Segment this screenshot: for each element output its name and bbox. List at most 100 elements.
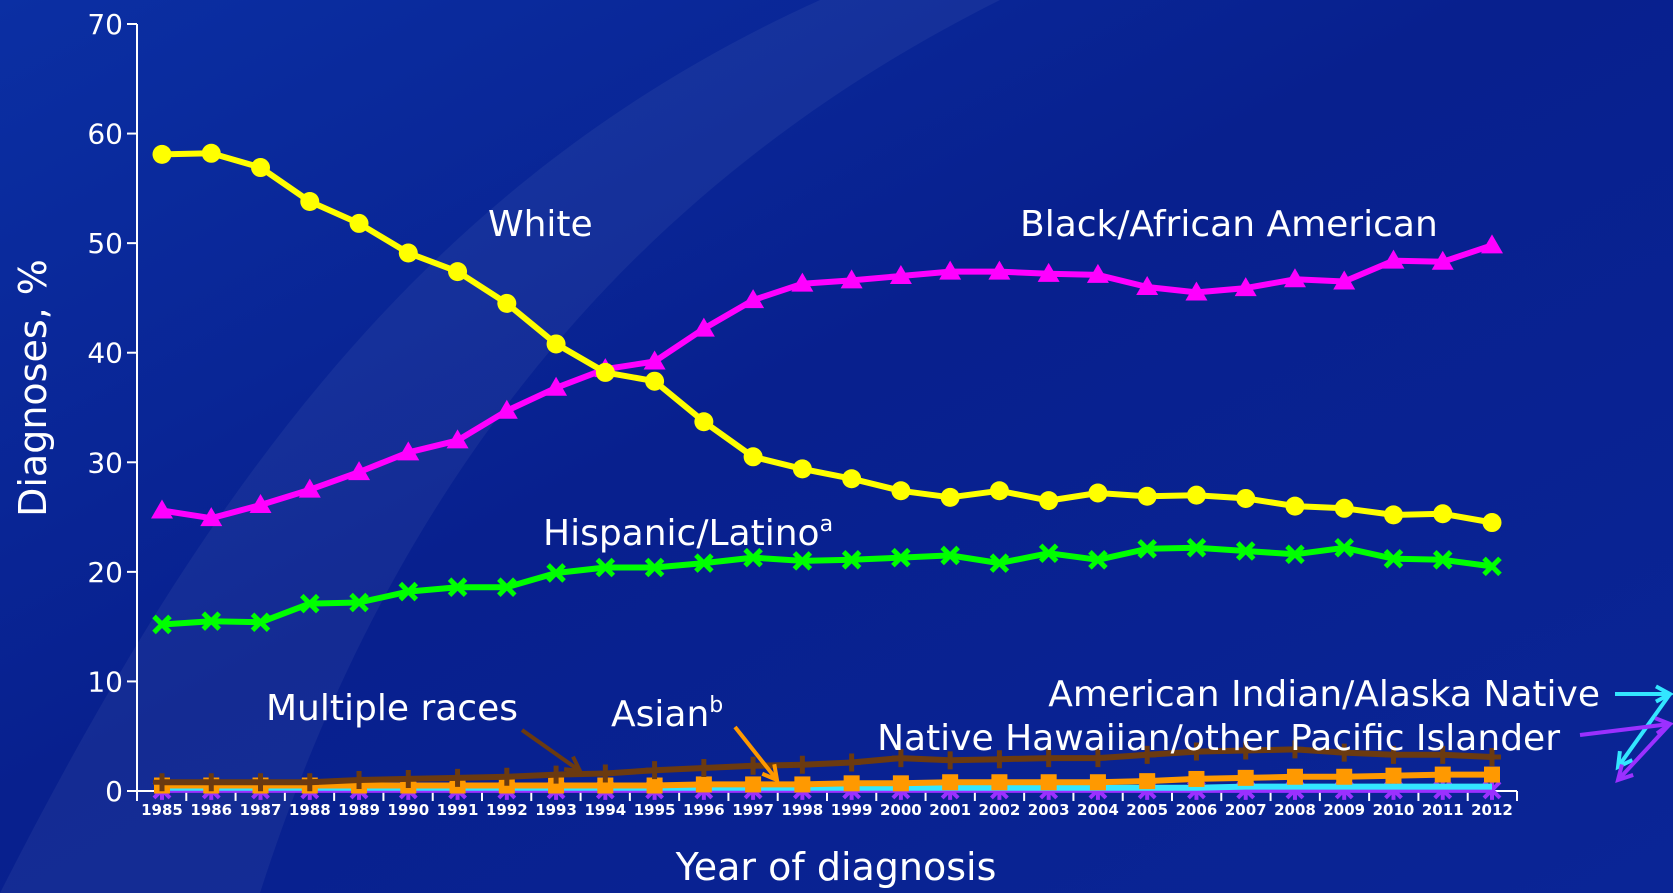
data-point-hispanic-latino: Hispanic/Latino 2001: 21.5 — [940, 545, 960, 566]
data-point-asian: Asian 1996: 0.6 — [695, 776, 712, 793]
x-tick-label: 1997 — [732, 801, 774, 819]
x-tick-label: 2008 — [1274, 801, 1316, 819]
asian-arrow — [733, 725, 780, 784]
data-point-black-african-american: Black/African American 1988: 27.5 — [298, 478, 321, 498]
data-point-hispanic-latino: Hispanic/Latino 1995: 20.4 — [644, 557, 665, 578]
data-point-black-african-american: Black/African American 1990: 30.9 — [397, 441, 420, 461]
aian-arrow-head — [1615, 750, 1634, 771]
x-tick-label: 2003 — [1028, 801, 1070, 819]
data-point-multiple-races: Multiple races 1994: 1.6 — [596, 764, 615, 783]
nhopi-arrow — [1615, 722, 1672, 784]
data-point-multiple-races: Multiple races 1998: 2.4 — [793, 755, 812, 774]
data-point-multiple-races: Multiple races 1995: 1.9 — [645, 761, 664, 780]
data-point-multiple-races: Multiple races 2012: 3.1 — [1483, 748, 1501, 767]
data-point-hispanic-latino: Hispanic/Latino 2009: 22.2 — [1334, 537, 1354, 558]
data-point-hispanic-latino: Hispanic/Latino 1989: 17.2 — [349, 592, 369, 613]
data-point-hispanic-latino: Hispanic/Latino 1998: 21 — [792, 551, 813, 571]
data-point-hispanic-latino: Hispanic/Latino 1993: 19.9 — [546, 563, 566, 583]
data-point-hispanic-latino: Hispanic/Latino 1994: 20.4 — [595, 557, 616, 578]
data-point-white: White 1988: 53.8 — [300, 192, 320, 212]
series-line-asian — [162, 771, 1492, 789]
asian-arrow-shaft — [733, 725, 779, 782]
data-point-white: White 1992: 44.5 — [497, 293, 517, 313]
data-point-white: White 2006: 27 — [1186, 485, 1206, 505]
data-point-hispanic-latino: Hispanic/Latino 2007: 21.9 — [1235, 541, 1256, 561]
labels-layer: White Black/African American Hispanic/Lati… — [266, 204, 1673, 784]
data-point-white: White 1986: 58.2 — [201, 143, 221, 163]
data-point-white: White 1997: 30.5 — [743, 447, 763, 467]
data-point-white: White 2005: 26.9 — [1137, 486, 1157, 506]
data-point-hispanic-latino: Hispanic/Latino 1996: 20.8 — [694, 553, 714, 573]
data-point-black-african-american: Black/African American 2008: 46.7 — [1283, 268, 1306, 288]
multiple-races-arrow-head — [563, 755, 584, 774]
data-point-black-african-american: Black/African American 2010: 48.4 — [1382, 249, 1405, 269]
data-point-black-african-american: Black/African American 1993: 36.8 — [545, 376, 568, 396]
x-tick-label: 1999 — [831, 801, 873, 819]
x-tick-label: 1996 — [683, 801, 725, 819]
series-multiple-races: Multiple races 1985: 0.8 Multiple races 1… — [153, 740, 1501, 792]
data-point-multiple-races: Multiple races 2004: 3 — [1088, 749, 1107, 768]
data-point-hispanic-latino: Hispanic/Latino 1987: 15.4 — [250, 612, 271, 633]
data-point-black-african-american: Black/African American 1986: 24.9 — [200, 507, 223, 527]
y-tick-label: 40 — [87, 337, 123, 370]
data-point-white: White 2004: 27.2 — [1088, 483, 1108, 503]
data-point-black-african-american: Black/African American 1989: 29.1 — [348, 461, 371, 481]
series-label-black-african-american: Black/African American — [1020, 204, 1438, 245]
x-tick-label: 1993 — [535, 801, 577, 819]
x-tick-label: 1998 — [781, 801, 823, 819]
data-point-white: White 2009: 25.8 — [1334, 498, 1354, 518]
x-tick-label: 2002 — [979, 801, 1021, 819]
data-point-hispanic-latino: Hispanic/Latino 2000: 21.3 — [891, 547, 911, 568]
series-label-white: White — [488, 204, 593, 245]
data-point-multiple-races: Multiple races 2011: 3.3 — [1433, 745, 1452, 764]
data-point-multiple-races: Multiple races 1996: 2.1 — [694, 758, 713, 777]
data-point-asian: Asian 2004: 0.8 — [1089, 774, 1106, 791]
series-layer: Native Hawaiian/other Pacific Islander 1… — [151, 143, 1503, 800]
data-point-white: White 2008: 26 — [1285, 496, 1305, 516]
x-tick-label: 1994 — [584, 801, 626, 819]
data-point-white: White 1987: 56.9 — [251, 158, 271, 178]
aian-arrow-shaft — [1616, 692, 1672, 769]
series-label-hispanic-latino: Hispanic/Latinoa — [543, 512, 833, 554]
data-point-asian: Asian 2008: 1.3 — [1286, 768, 1303, 785]
data-point-white: White 1991: 47.4 — [448, 262, 468, 282]
data-point-asian: Asian 2007: 1.2 — [1237, 769, 1254, 786]
data-point-asian: Asian 2005: 0.9 — [1139, 773, 1156, 790]
multiple-races-arrow-shaft — [520, 728, 582, 773]
series-line-black-african-american — [161, 242, 1493, 522]
data-point-white: White 2007: 26.7 — [1236, 488, 1256, 508]
data-point-asian: Asian 2010: 1.4 — [1385, 767, 1402, 784]
data-point-black-african-american: Black/African American 1998: 46.3 — [791, 272, 814, 292]
data-point-black-african-american: Black/African American 1995: 39.2 — [643, 350, 666, 370]
series-label-multiple-races: Multiple races — [266, 688, 518, 729]
data-point-multiple-races: Multiple races 1990: 1.1 — [399, 769, 418, 788]
data-point-white: White 2001: 26.8 — [940, 487, 960, 507]
x-tick-label: 2012 — [1471, 801, 1513, 819]
asian-arrow-head — [761, 763, 780, 784]
data-point-asian: Asian 1998: 0.6 — [794, 776, 811, 793]
data-point-multiple-races: Multiple races 2007: 3.7 — [1236, 741, 1255, 760]
data-point-multiple-races: Multiple races 2008: 3.8 — [1285, 740, 1304, 759]
y-axis-title: Diagnoses, % — [11, 259, 55, 517]
data-point-multiple-races: Multiple races 2006: 3.6 — [1187, 742, 1206, 761]
x-tick-label: 1989 — [338, 801, 380, 819]
data-point-multiple-races: Multiple races 1991: 1.2 — [448, 768, 467, 787]
y-tick-label: 0 — [105, 775, 123, 808]
data-point-hispanic-latino: Hispanic/Latino 2010: 21.2 — [1383, 548, 1404, 569]
data-point-asian: Asian 2006: 1.1 — [1188, 770, 1205, 787]
data-point-white: White 2012: 24.5 — [1482, 513, 1502, 533]
data-point-hispanic-latino: Hispanic/Latino 1990: 18.2 — [398, 581, 419, 602]
data-point-hispanic-latino: Hispanic/Latino 2002: 20.8 — [989, 553, 1010, 573]
data-point-multiple-races: Multiple races 2002: 2.9 — [990, 750, 1009, 769]
data-point-black-african-american: Black/African American 2005: 46 — [1136, 275, 1159, 295]
data-point-black-african-american: Black/African American 2007: 45.9 — [1234, 277, 1257, 297]
data-point-asian: Asian 1994: 0.5 — [597, 777, 614, 794]
data-point-white: White 1999: 28.5 — [842, 469, 862, 489]
data-point-black-african-american: Black/African American 1987: 26.1 — [249, 494, 272, 514]
data-point-multiple-races: Multiple races 2003: 3 — [1039, 749, 1058, 768]
data-point-white: White 2003: 26.5 — [1039, 491, 1059, 511]
data-point-white: White 1995: 37.4 — [645, 371, 665, 391]
series-white: White 1985: 58.1 White 1986: 58.2 White 19… — [152, 143, 1502, 533]
x-tick-label: 2009 — [1323, 801, 1365, 819]
